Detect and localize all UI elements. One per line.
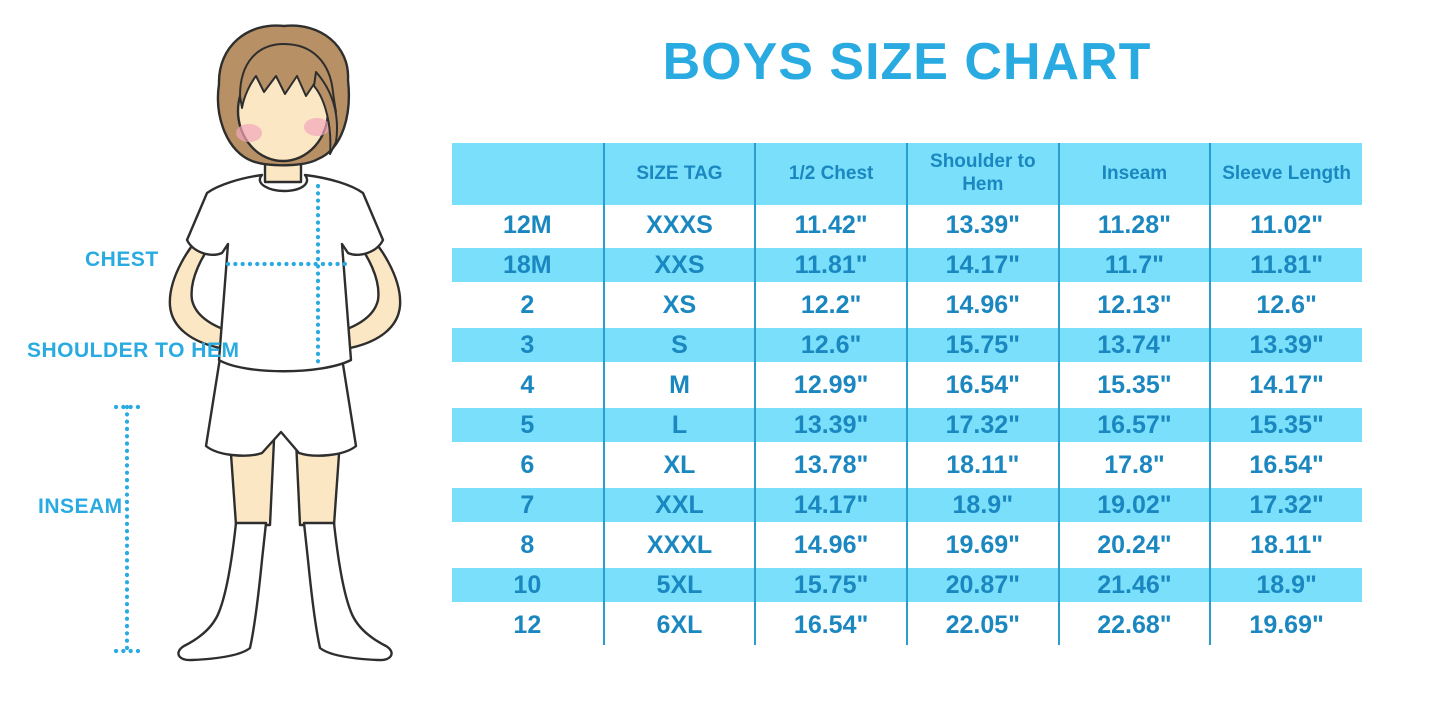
size-cell: XXL [602, 485, 756, 525]
chest-label: CHEST [85, 248, 159, 271]
column-header-half-chest: 1/2 Chest [754, 143, 907, 205]
shoulder-to-hem-label: SHOULDER TO HEM [27, 339, 240, 362]
size-cell: 17.8" [1057, 445, 1211, 485]
size-cell: 20.87" [905, 565, 1059, 605]
size-cell: 19.69" [905, 525, 1059, 565]
size-table: SIZE TAG 1/2 Chest Shoulder to Hem Insea… [452, 143, 1362, 645]
size-cell: 12 [513, 610, 542, 639]
size-cell: 12M [503, 210, 552, 239]
table-row: 7 XXL 14.17" 18.9" 19.02" 17.32" [452, 485, 1362, 525]
size-cell: 11.42" [754, 205, 907, 245]
size-cell: 5 [452, 405, 604, 445]
size-cell: 18.11" [905, 445, 1059, 485]
size-cell: 18M [452, 245, 604, 285]
size-cell: 10 [452, 565, 604, 605]
size-cell: 12.6" [754, 325, 907, 365]
size-cell: 12.6" [1209, 285, 1362, 325]
size-cell: 13.39" [754, 405, 907, 445]
table-row: 2 XS 12.2" 14.96" 12.13" 12.6" [452, 285, 1362, 325]
size-cell: 12.2" [754, 285, 907, 325]
size-cell: 14.96" [754, 525, 907, 565]
boy-shorts [204, 356, 358, 457]
size-cell: 13.74" [1057, 325, 1211, 365]
boy-blush-right [304, 118, 330, 136]
table-row: 3 S 12.6" 15.75" 13.74" 13.39" [452, 325, 1362, 365]
table-row: 5 L 13.39" 17.32" 16.57" 15.35" [452, 405, 1362, 445]
size-cell: XXS [602, 245, 756, 285]
table-row: 6 XL 13.78" 18.11" 17.8" 16.54" [452, 445, 1362, 485]
size-cell: 13.39" [1209, 325, 1362, 365]
size-cell: 19.69" [1209, 605, 1362, 645]
table-row: 12 6XL 16.54" 22.05" 22.68" 19.69" [452, 605, 1362, 645]
size-cell: 7 [452, 485, 604, 525]
table-row: 18M XXS 11.81" 14.17" 11.7" 11.81" [452, 245, 1362, 285]
size-cell: 18.9" [1209, 565, 1362, 605]
size-cell: S [602, 325, 756, 365]
size-cell: 3 [452, 325, 604, 365]
size-cell: 4 [520, 370, 535, 399]
size-cell: M [602, 365, 756, 405]
size-cell: 13.78" [754, 445, 907, 485]
boy-right-sock [302, 521, 393, 662]
boy-blush-left [236, 124, 262, 142]
size-cell: 16.57" [1057, 405, 1211, 445]
size-cell: 15.75" [754, 565, 907, 605]
size-cell: 18.11" [1209, 525, 1362, 565]
size-cell: 14.96" [905, 285, 1059, 325]
boy-illustration [113, 24, 402, 662]
size-cell: 18.9" [905, 485, 1059, 525]
size-cell: 6 [520, 450, 535, 479]
size-cell: 11.81" [754, 245, 907, 285]
size-cell: 17.32" [905, 405, 1059, 445]
column-header-sleeve-length: Sleeve Length [1209, 143, 1362, 205]
size-cell: 6XL [602, 605, 756, 645]
size-cell: 5XL [602, 565, 756, 605]
size-cell: 15.75" [905, 325, 1059, 365]
size-cell: 14.17" [1209, 365, 1362, 405]
column-header-shoulder-to-hem: Shoulder to Hem [905, 143, 1059, 205]
size-cell: 2 [520, 290, 535, 319]
column-header-size-tag: SIZE TAG [602, 143, 756, 205]
size-cell: 19.02" [1057, 485, 1211, 525]
table-row: 12M XXXS 11.42" 13.39" 11.28" 11.02" [452, 205, 1362, 245]
table-row: 10 5XL 15.75" 20.87" 21.46" 18.9" [452, 565, 1362, 605]
size-cell: 14.17" [754, 485, 907, 525]
column-header-inseam: Inseam [1057, 143, 1211, 205]
size-cell: 22.68" [1057, 605, 1211, 645]
table-row: 4 M 12.99" 16.54" 15.35" 14.17" [452, 365, 1362, 405]
size-cell: XXXS [602, 205, 756, 245]
size-cell: XS [602, 285, 756, 325]
size-cell: 11.7" [1057, 245, 1211, 285]
size-cell: 11.02" [1209, 205, 1362, 245]
size-cell: 8 [520, 530, 535, 559]
size-cell: 14.17" [905, 245, 1059, 285]
size-cell: 11.28" [1057, 205, 1211, 245]
boy-shirt [185, 173, 385, 373]
size-cell: 16.54" [754, 605, 907, 645]
page-title: BOYS SIZE CHART [662, 33, 1152, 91]
inseam-label: INSEAM [38, 495, 123, 518]
column-header-size [452, 143, 604, 205]
size-cell: XL [602, 445, 756, 485]
size-cell: L [602, 405, 756, 445]
size-cell: 21.46" [1057, 565, 1211, 605]
table-row: 8 XXXL 14.96" 19.69" 20.24" 18.11" [452, 525, 1362, 565]
size-cell: 15.35" [1057, 365, 1211, 405]
header-row: SIZE TAG 1/2 Chest Shoulder to Hem Insea… [452, 143, 1362, 205]
size-cell: 13.39" [905, 205, 1059, 245]
size-cell: 11.81" [1209, 245, 1362, 285]
size-cell: 15.35" [1209, 405, 1362, 445]
size-cell: 12.13" [1057, 285, 1211, 325]
boy-hair-side [313, 71, 338, 155]
size-cell: 20.24" [1057, 525, 1211, 565]
boy-left-sock [177, 521, 268, 662]
size-cell: 22.05" [905, 605, 1059, 645]
size-cell: XXXL [602, 525, 756, 565]
size-cell: 12.99" [754, 365, 907, 405]
size-cell: 16.54" [905, 365, 1059, 405]
size-cell: 16.54" [1209, 445, 1362, 485]
size-cell: 17.32" [1209, 485, 1362, 525]
